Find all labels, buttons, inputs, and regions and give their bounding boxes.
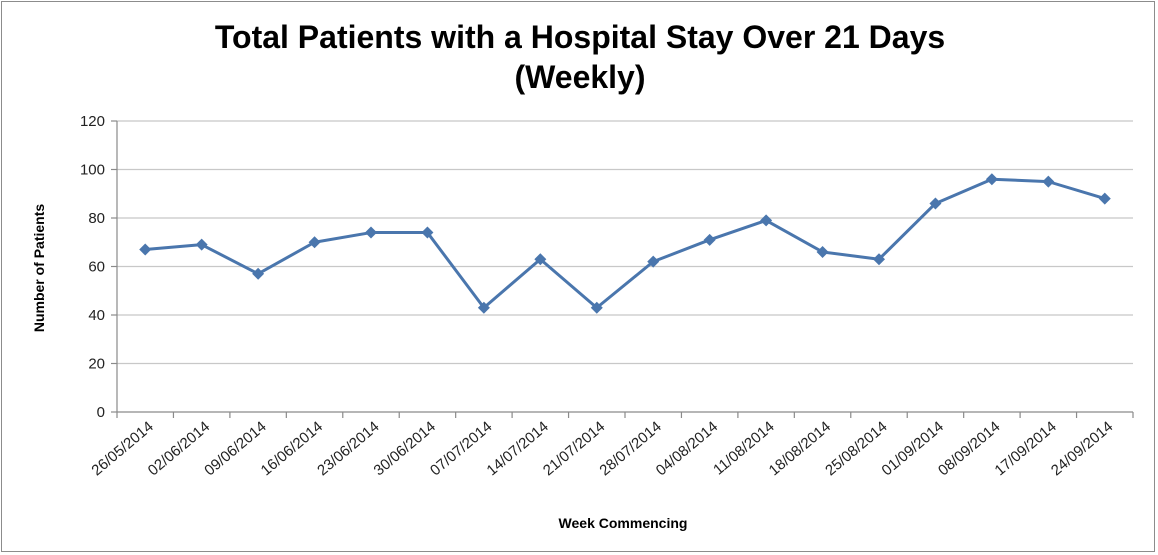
x-tick-label: 25/08/2014: [822, 418, 890, 479]
x-tick-label: 30/06/2014: [371, 418, 439, 479]
x-axis-ticks: 26/05/201402/06/201409/06/201416/06/2014…: [88, 412, 1134, 479]
chart-title-line-1: Total Patients with a Hospital Stay Over…: [215, 19, 945, 55]
data-point-marker: [590, 301, 603, 314]
data-point-marker: [703, 233, 716, 246]
y-tick-label: 100: [80, 162, 105, 179]
y-axis-label: Number of Patients: [31, 204, 47, 333]
x-tick-label: 18/08/2014: [766, 418, 834, 479]
data-point-marker: [365, 226, 377, 239]
data-point-marker: [873, 253, 885, 266]
data-point-marker: [421, 226, 434, 239]
y-tick-label: 120: [80, 113, 105, 130]
x-tick-label: 01/09/2014: [879, 418, 947, 479]
x-tick-label: 28/07/2014: [596, 418, 664, 479]
x-tick-label: 07/07/2014: [427, 418, 495, 479]
x-tick-label: 04/08/2014: [653, 418, 721, 479]
data-point-marker: [139, 243, 152, 256]
x-tick-label: 09/06/2014: [201, 418, 269, 479]
series-line-path: [145, 177, 1106, 310]
x-tick-label: 21/07/2014: [540, 418, 608, 479]
x-tick-label: 24/09/2014: [1048, 418, 1116, 479]
data-point-marker: [308, 236, 321, 249]
chart-title-line-2: (Weekly): [514, 59, 645, 95]
y-axis-ticks: 0 20 40 60 80 100 120: [80, 113, 117, 421]
series-line: [139, 173, 1111, 314]
data-point-marker: [477, 301, 490, 314]
x-tick-label: 08/09/2014: [935, 418, 1003, 479]
y-tick-label: 0: [97, 404, 105, 421]
data-point-marker: [985, 173, 998, 186]
data-point-marker: [929, 197, 942, 210]
data-point-marker: [1042, 175, 1055, 188]
data-point-marker: [760, 214, 773, 227]
data-point-marker: [252, 267, 265, 280]
data-point-marker: [647, 255, 660, 268]
data-point-marker: [195, 238, 208, 251]
x-tick-label: 16/06/2014: [258, 418, 326, 479]
x-tick-label: 14/07/2014: [483, 418, 551, 479]
data-point-marker: [534, 253, 547, 266]
y-tick-label: 80: [88, 210, 105, 227]
x-tick-label: 26/05/2014: [88, 418, 156, 479]
y-tick-label: 40: [88, 307, 105, 324]
x-tick-label: 02/06/2014: [145, 418, 213, 479]
x-tick-label: 23/06/2014: [314, 418, 382, 479]
y-tick-label: 60: [88, 259, 105, 276]
data-point-marker: [1098, 192, 1111, 205]
data-point-marker: [816, 245, 829, 258]
y-tick-label: 20: [88, 356, 105, 373]
x-axis-label: Week Commencing: [559, 515, 688, 531]
x-tick-label: 17/09/2014: [991, 418, 1059, 479]
